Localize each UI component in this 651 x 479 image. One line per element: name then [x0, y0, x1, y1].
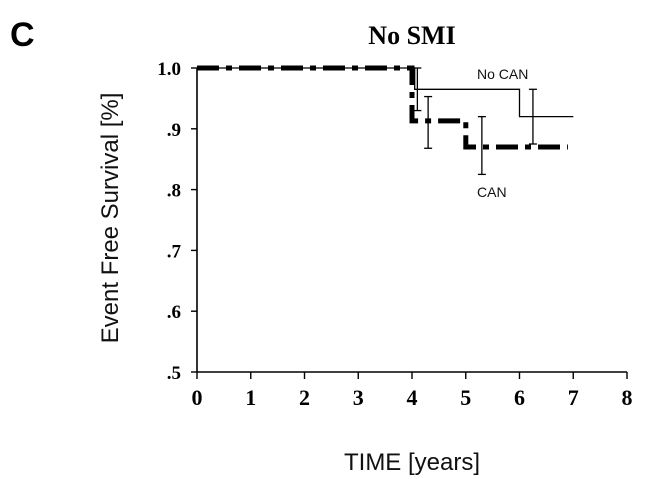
- series-label-can: CAN: [477, 184, 507, 200]
- panel-letter: C: [10, 16, 35, 54]
- x-tick-label: 0: [192, 385, 203, 410]
- x-tick-label: 8: [622, 385, 633, 410]
- y-tick-label: .7: [167, 241, 182, 262]
- series-line-can: [197, 65, 568, 150]
- y-tick-label: .9: [167, 120, 181, 141]
- x-tick-label: 6: [514, 385, 525, 410]
- error-bars: [413, 67, 537, 176]
- x-axis-label: TIME [years]: [344, 449, 480, 476]
- chart-title: No SMI: [368, 21, 455, 50]
- y-tick-label: 1.0: [157, 59, 181, 80]
- axes: [191, 67, 628, 379]
- x-tick-label: 3: [353, 385, 364, 410]
- x-tick-label: 4: [407, 385, 418, 410]
- x-tick-label: 2: [299, 385, 310, 410]
- x-tick-label: 7: [568, 385, 579, 410]
- y-tick-labels: .5 .6 .7 .8 .9 1.0: [157, 59, 181, 384]
- y-tick-label: .5: [167, 363, 181, 384]
- series-label-no-can: No CAN: [477, 66, 528, 82]
- y-tick-label: .8: [167, 181, 181, 202]
- y-axis-label: Event Free Survival [%]: [97, 93, 124, 344]
- x-tick-label: 5: [460, 385, 471, 410]
- x-tick-labels: 0 1 2 3 4 5 6 7 8: [192, 385, 633, 410]
- y-tick-label: .6: [167, 302, 181, 323]
- series-layer: [197, 65, 574, 150]
- x-tick-label: 1: [245, 385, 256, 410]
